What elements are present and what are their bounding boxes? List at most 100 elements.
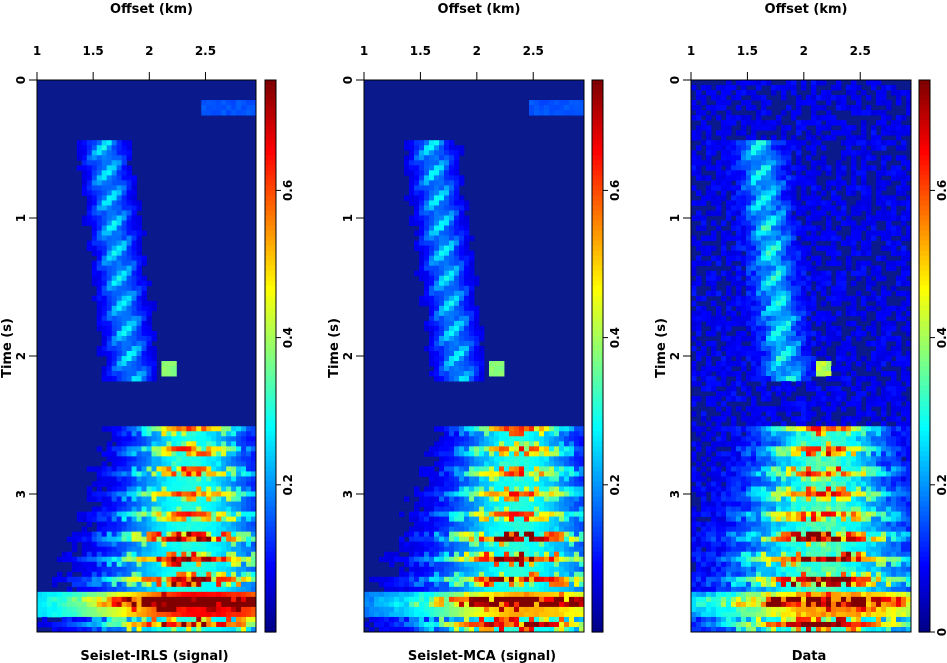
heatmap-cell: [231, 501, 237, 507]
heatmap-cell: [231, 496, 237, 502]
heatmap-cell: [51, 626, 58, 633]
heatmap-cell: [796, 140, 802, 146]
heatmap-cell: [489, 526, 495, 533]
heatmap-cell: [766, 100, 772, 106]
heatmap-cell: [121, 150, 127, 156]
heatmap-cell: [389, 551, 395, 558]
heatmap-cell: [419, 516, 425, 522]
heatmap-cell: [151, 436, 157, 442]
heatmap-cell: [449, 155, 455, 161]
heatmap-cell: [519, 566, 525, 573]
heatmap-cell: [171, 626, 177, 633]
heatmap-cell: [886, 105, 892, 111]
heatmap-cell: [544, 536, 550, 543]
heatmap-cell: [126, 200, 132, 206]
heatmap-cell: [464, 310, 470, 317]
heatmap-cell: [116, 601, 123, 608]
colorbar-step: [592, 260, 603, 267]
heatmap-cell: [161, 496, 167, 502]
heatmap-cell: [414, 140, 420, 146]
heatmap-cell: [504, 546, 510, 553]
heatmap-cell: [846, 130, 852, 136]
heatmap-cell: [459, 431, 465, 437]
heatmap-cell: [231, 596, 237, 603]
colorbar-step: [265, 541, 276, 548]
heatmap-cell: [519, 531, 525, 538]
heatmap-cell: [409, 576, 415, 583]
heatmap-cell: [444, 140, 450, 146]
heatmap-cell: [171, 456, 177, 462]
heatmap-cell: [71, 546, 78, 553]
colorbar-step: [265, 441, 276, 447]
heatmap-cell: [121, 516, 127, 522]
heatmap-cell: [564, 576, 570, 583]
heatmap-cell: [549, 506, 555, 512]
heatmap-cell: [116, 616, 123, 623]
heatmap-cell: [424, 325, 430, 332]
colorbar-step: [592, 441, 603, 447]
heatmap-cell: [741, 140, 747, 146]
heatmap-cell: [246, 626, 252, 633]
heatmap-cell: [201, 561, 207, 568]
heatmap-cell: [479, 356, 485, 362]
heatmap-cell: [484, 506, 490, 512]
heatmap-cell: [721, 135, 727, 141]
heatmap-cell: [419, 270, 425, 277]
heatmap-cell: [106, 506, 113, 512]
heatmap-cell: [389, 621, 395, 628]
heatmap-cell: [141, 491, 147, 497]
heatmap-cell: [564, 476, 570, 482]
heatmap-cell: [449, 426, 455, 432]
colorbar-step: [592, 576, 603, 583]
heatmap-cell: [559, 591, 565, 598]
heatmap-cell: [554, 561, 560, 568]
heatmap-cell: [731, 120, 737, 126]
heatmap-cell: [136, 626, 142, 633]
colorbar-step: [592, 220, 603, 227]
heatmap-cell: [251, 466, 257, 472]
heatmap-cell: [161, 481, 167, 487]
heatmap-cell: [126, 350, 132, 357]
heatmap-cell: [121, 521, 127, 528]
colorbar-step: [265, 80, 276, 86]
heatmap-cell: [459, 305, 465, 312]
heatmap-cell: [559, 576, 565, 583]
heatmap-cell: [424, 155, 430, 161]
heatmap-cell: [91, 160, 98, 166]
heatmap-cell: [439, 345, 445, 352]
heatmap-cell: [116, 285, 123, 292]
heatmap-cell: [414, 566, 420, 573]
heatmap-cell: [191, 496, 197, 502]
heatmap-cell: [146, 536, 152, 543]
heatmap-cell: [156, 536, 162, 543]
heatmap-cell: [876, 100, 882, 106]
heatmap-cell: [241, 441, 247, 447]
heatmap-cell: [831, 135, 837, 141]
heatmap-cell: [459, 205, 465, 211]
heatmap-cell: [146, 526, 152, 533]
heatmap-cell: [364, 606, 370, 613]
heatmap-cell: [479, 466, 485, 472]
heatmap-cell: [81, 150, 88, 156]
heatmap-cell: [131, 285, 137, 292]
heatmap-cell: [444, 280, 450, 287]
heatmap-cell: [716, 185, 722, 191]
heatmap-cell: [141, 576, 147, 583]
heatmap-cell: [116, 586, 123, 593]
heatmap-cell: [404, 606, 410, 613]
heatmap-cell: [886, 125, 892, 131]
heatmap-cell: [454, 250, 460, 257]
heatmap-cell: [191, 571, 197, 578]
heatmap-cell: [564, 531, 570, 538]
heatmap-cell: [379, 556, 385, 563]
heatmap-cell: [146, 596, 152, 603]
heatmap-cell: [146, 546, 152, 553]
heatmap-cell: [741, 185, 747, 191]
heatmap-cell: [701, 195, 707, 201]
colorbar-step: [265, 325, 276, 332]
heatmap-cell: [186, 546, 192, 553]
heatmap-cell: [111, 531, 118, 538]
heatmap-cell: [51, 621, 58, 628]
heatmap-cell: [96, 245, 103, 252]
heatmap-cell: [896, 135, 902, 141]
